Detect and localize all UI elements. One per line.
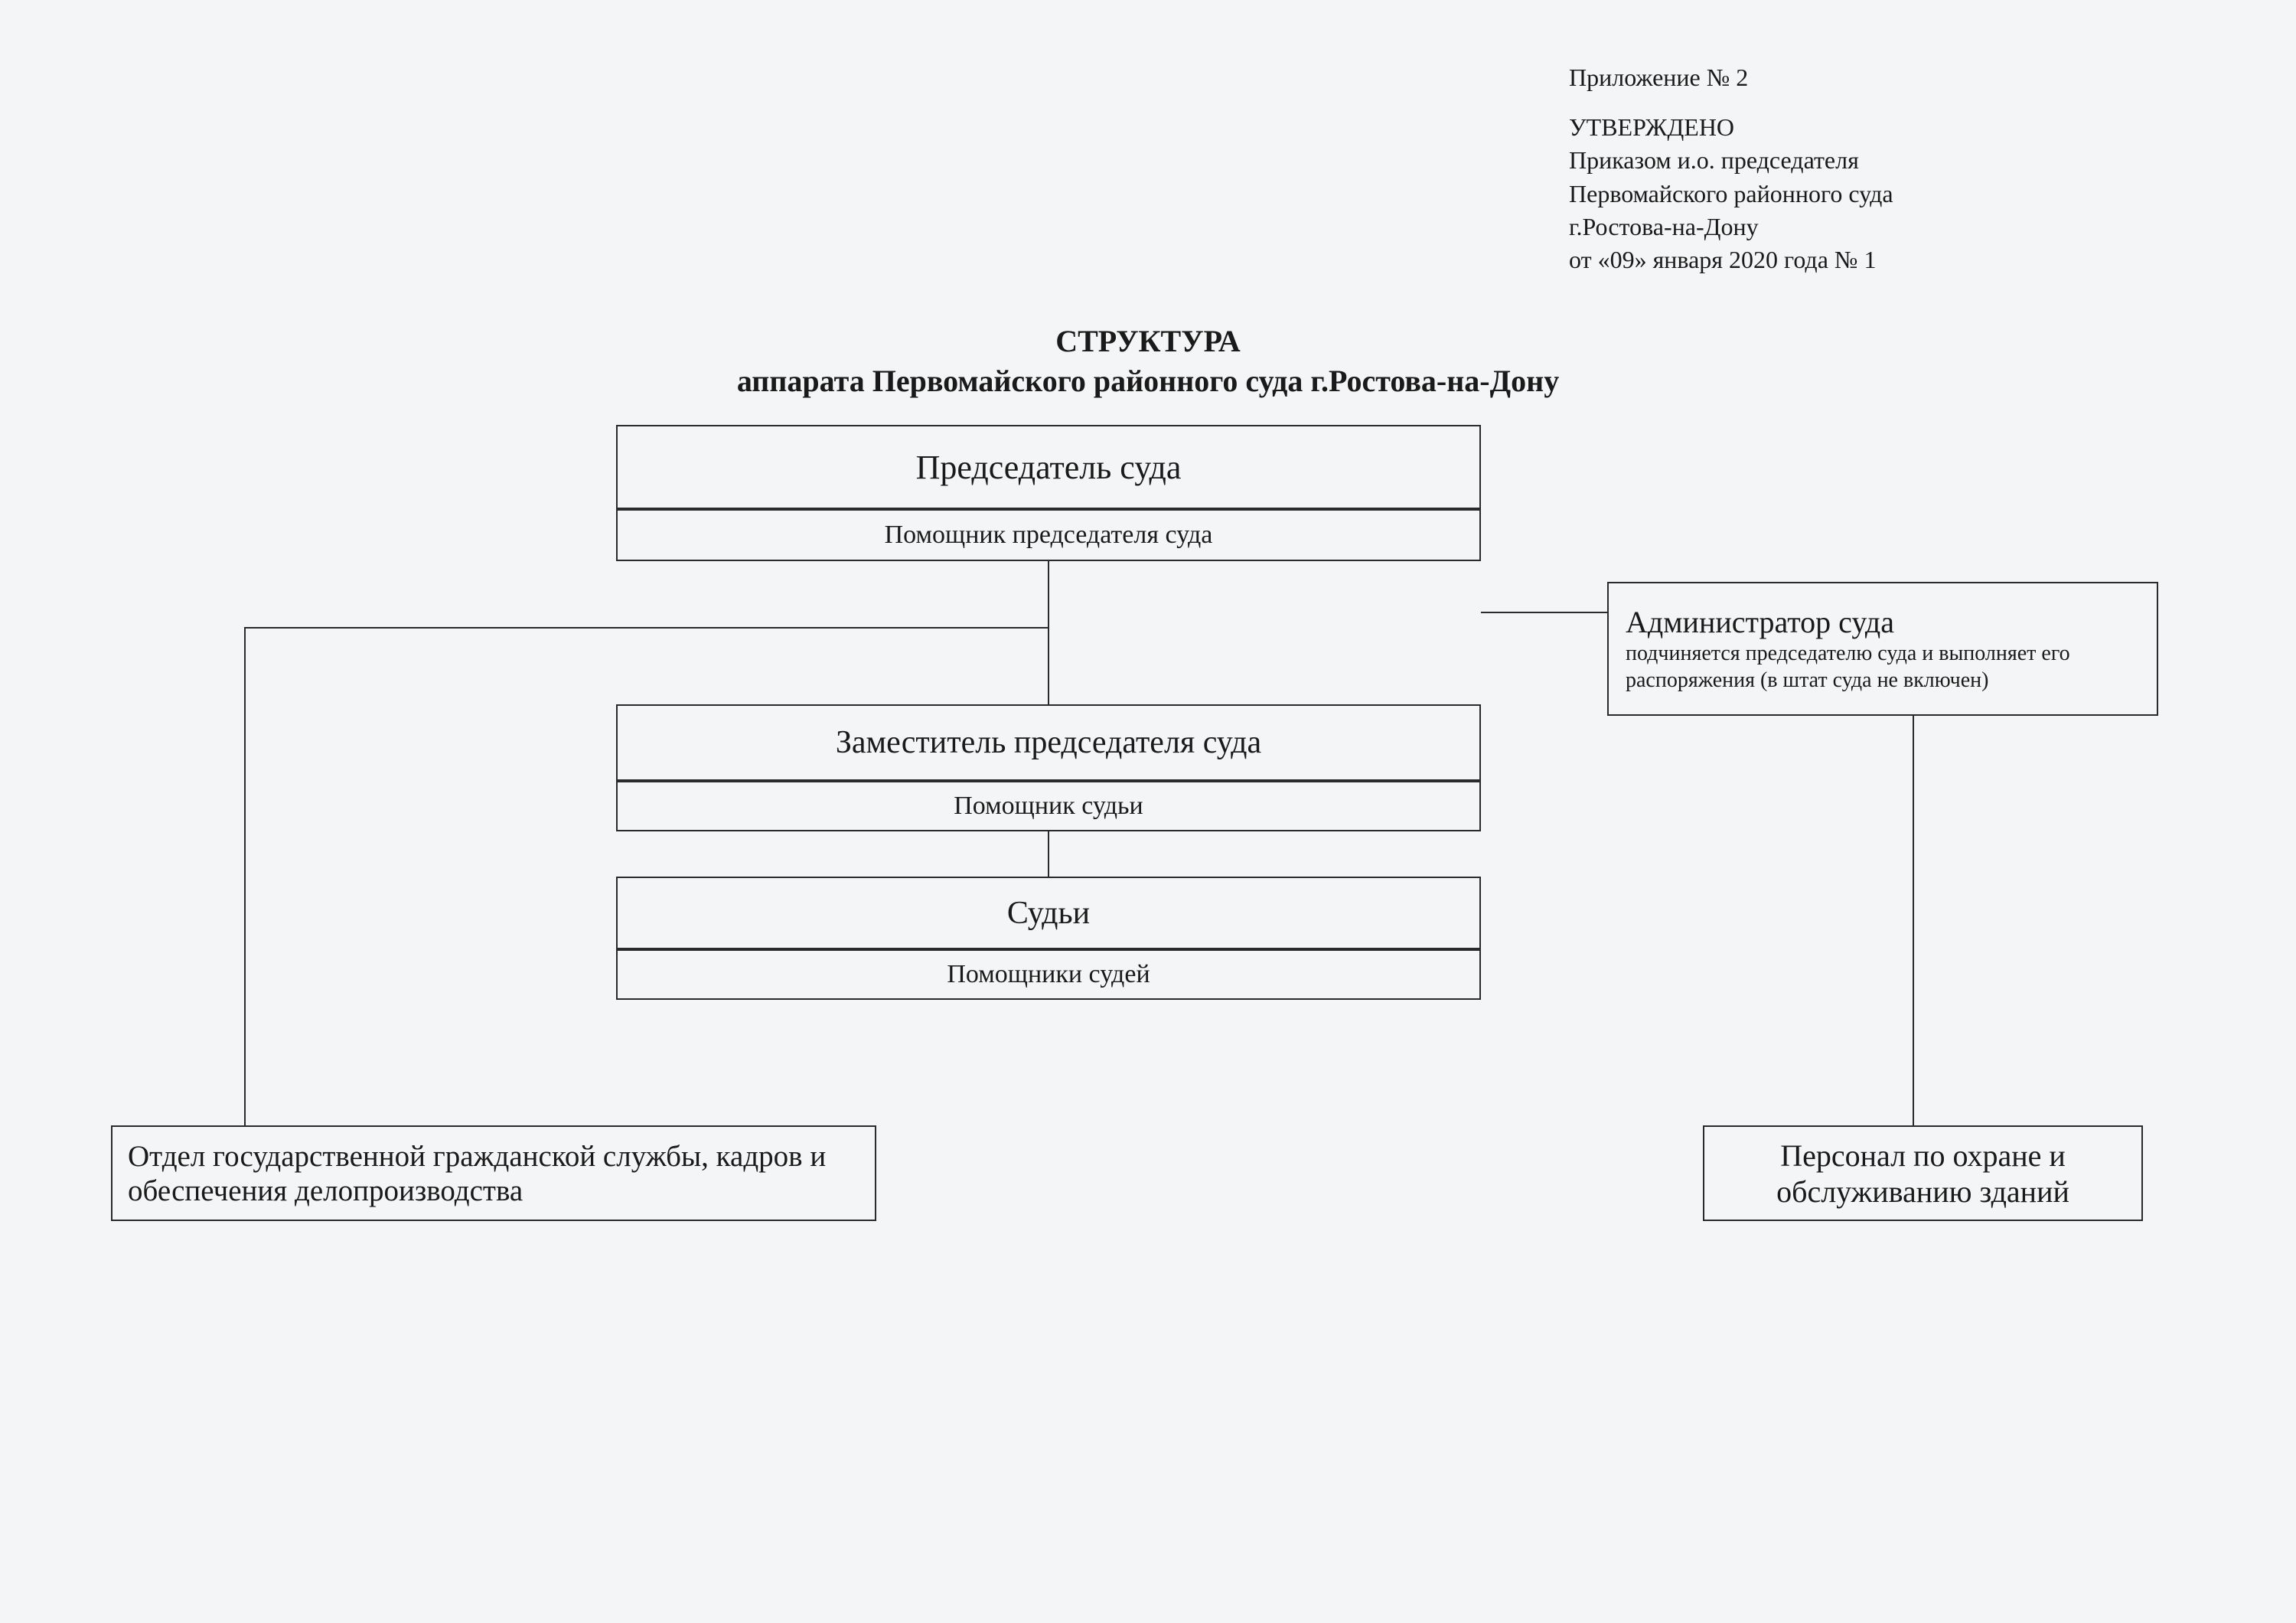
- header-line1: Приказом и.о. председателя: [1569, 144, 2105, 177]
- org-node-n6: Помощники судей: [616, 949, 1481, 1000]
- org-node-n5: Судьи: [616, 877, 1481, 949]
- org-node-label: Персонал по охране и обслуживанию зданий: [1704, 1138, 2141, 1210]
- org-node-label: Председатель суда: [916, 448, 1182, 487]
- org-node-label: Заместитель председателя суда: [836, 724, 1261, 761]
- org-node-label: Администратор суда: [1626, 604, 1894, 640]
- header-line4: от «09» января 2020 года № 1: [1569, 243, 2105, 276]
- org-node-n7: Администратор судаподчиняется председате…: [1607, 582, 2158, 716]
- org-node-n3: Заместитель председателя суда: [616, 704, 1481, 781]
- title-line2: аппарата Первомайского районного суда г.…: [666, 361, 1630, 401]
- header-line3: г.Ростова-на-Дону: [1569, 211, 2105, 243]
- org-node-n1: Председатель суда: [616, 425, 1481, 509]
- page-root: Приложение № 2 УТВЕРЖДЕНО Приказом и.о. …: [0, 0, 2296, 1623]
- org-node-n8: Отдел государственной гражданской службы…: [111, 1125, 876, 1221]
- org-node-label: Судьи: [1007, 895, 1090, 932]
- org-node-label: Помощник председателя суда: [885, 521, 1213, 550]
- org-node-label: Помощник судьи: [954, 792, 1143, 821]
- org-node-label: Отдел государственной гражданской службы…: [128, 1139, 866, 1208]
- header-block: Приложение № 2 УТВЕРЖДЕНО Приказом и.о. …: [1569, 61, 2105, 276]
- title-block: СТРУКТУРА аппарата Первомайского районно…: [666, 322, 1630, 401]
- org-node-label: Помощники судей: [947, 960, 1150, 989]
- header-appendix: Приложение № 2: [1569, 61, 2105, 94]
- org-node-n9: Персонал по охране и обслуживанию зданий: [1703, 1125, 2143, 1221]
- org-node-n2: Помощник председателя суда: [616, 509, 1481, 561]
- header-approved: УТВЕРЖДЕНО: [1569, 111, 2105, 144]
- org-node-sublabel: подчиняется председателю суда и выполняе…: [1626, 640, 2148, 694]
- title-line1: СТРУКТУРА: [666, 322, 1630, 361]
- org-node-n4: Помощник судьи: [616, 781, 1481, 831]
- header-line2: Первомайского районного суда: [1569, 178, 2105, 211]
